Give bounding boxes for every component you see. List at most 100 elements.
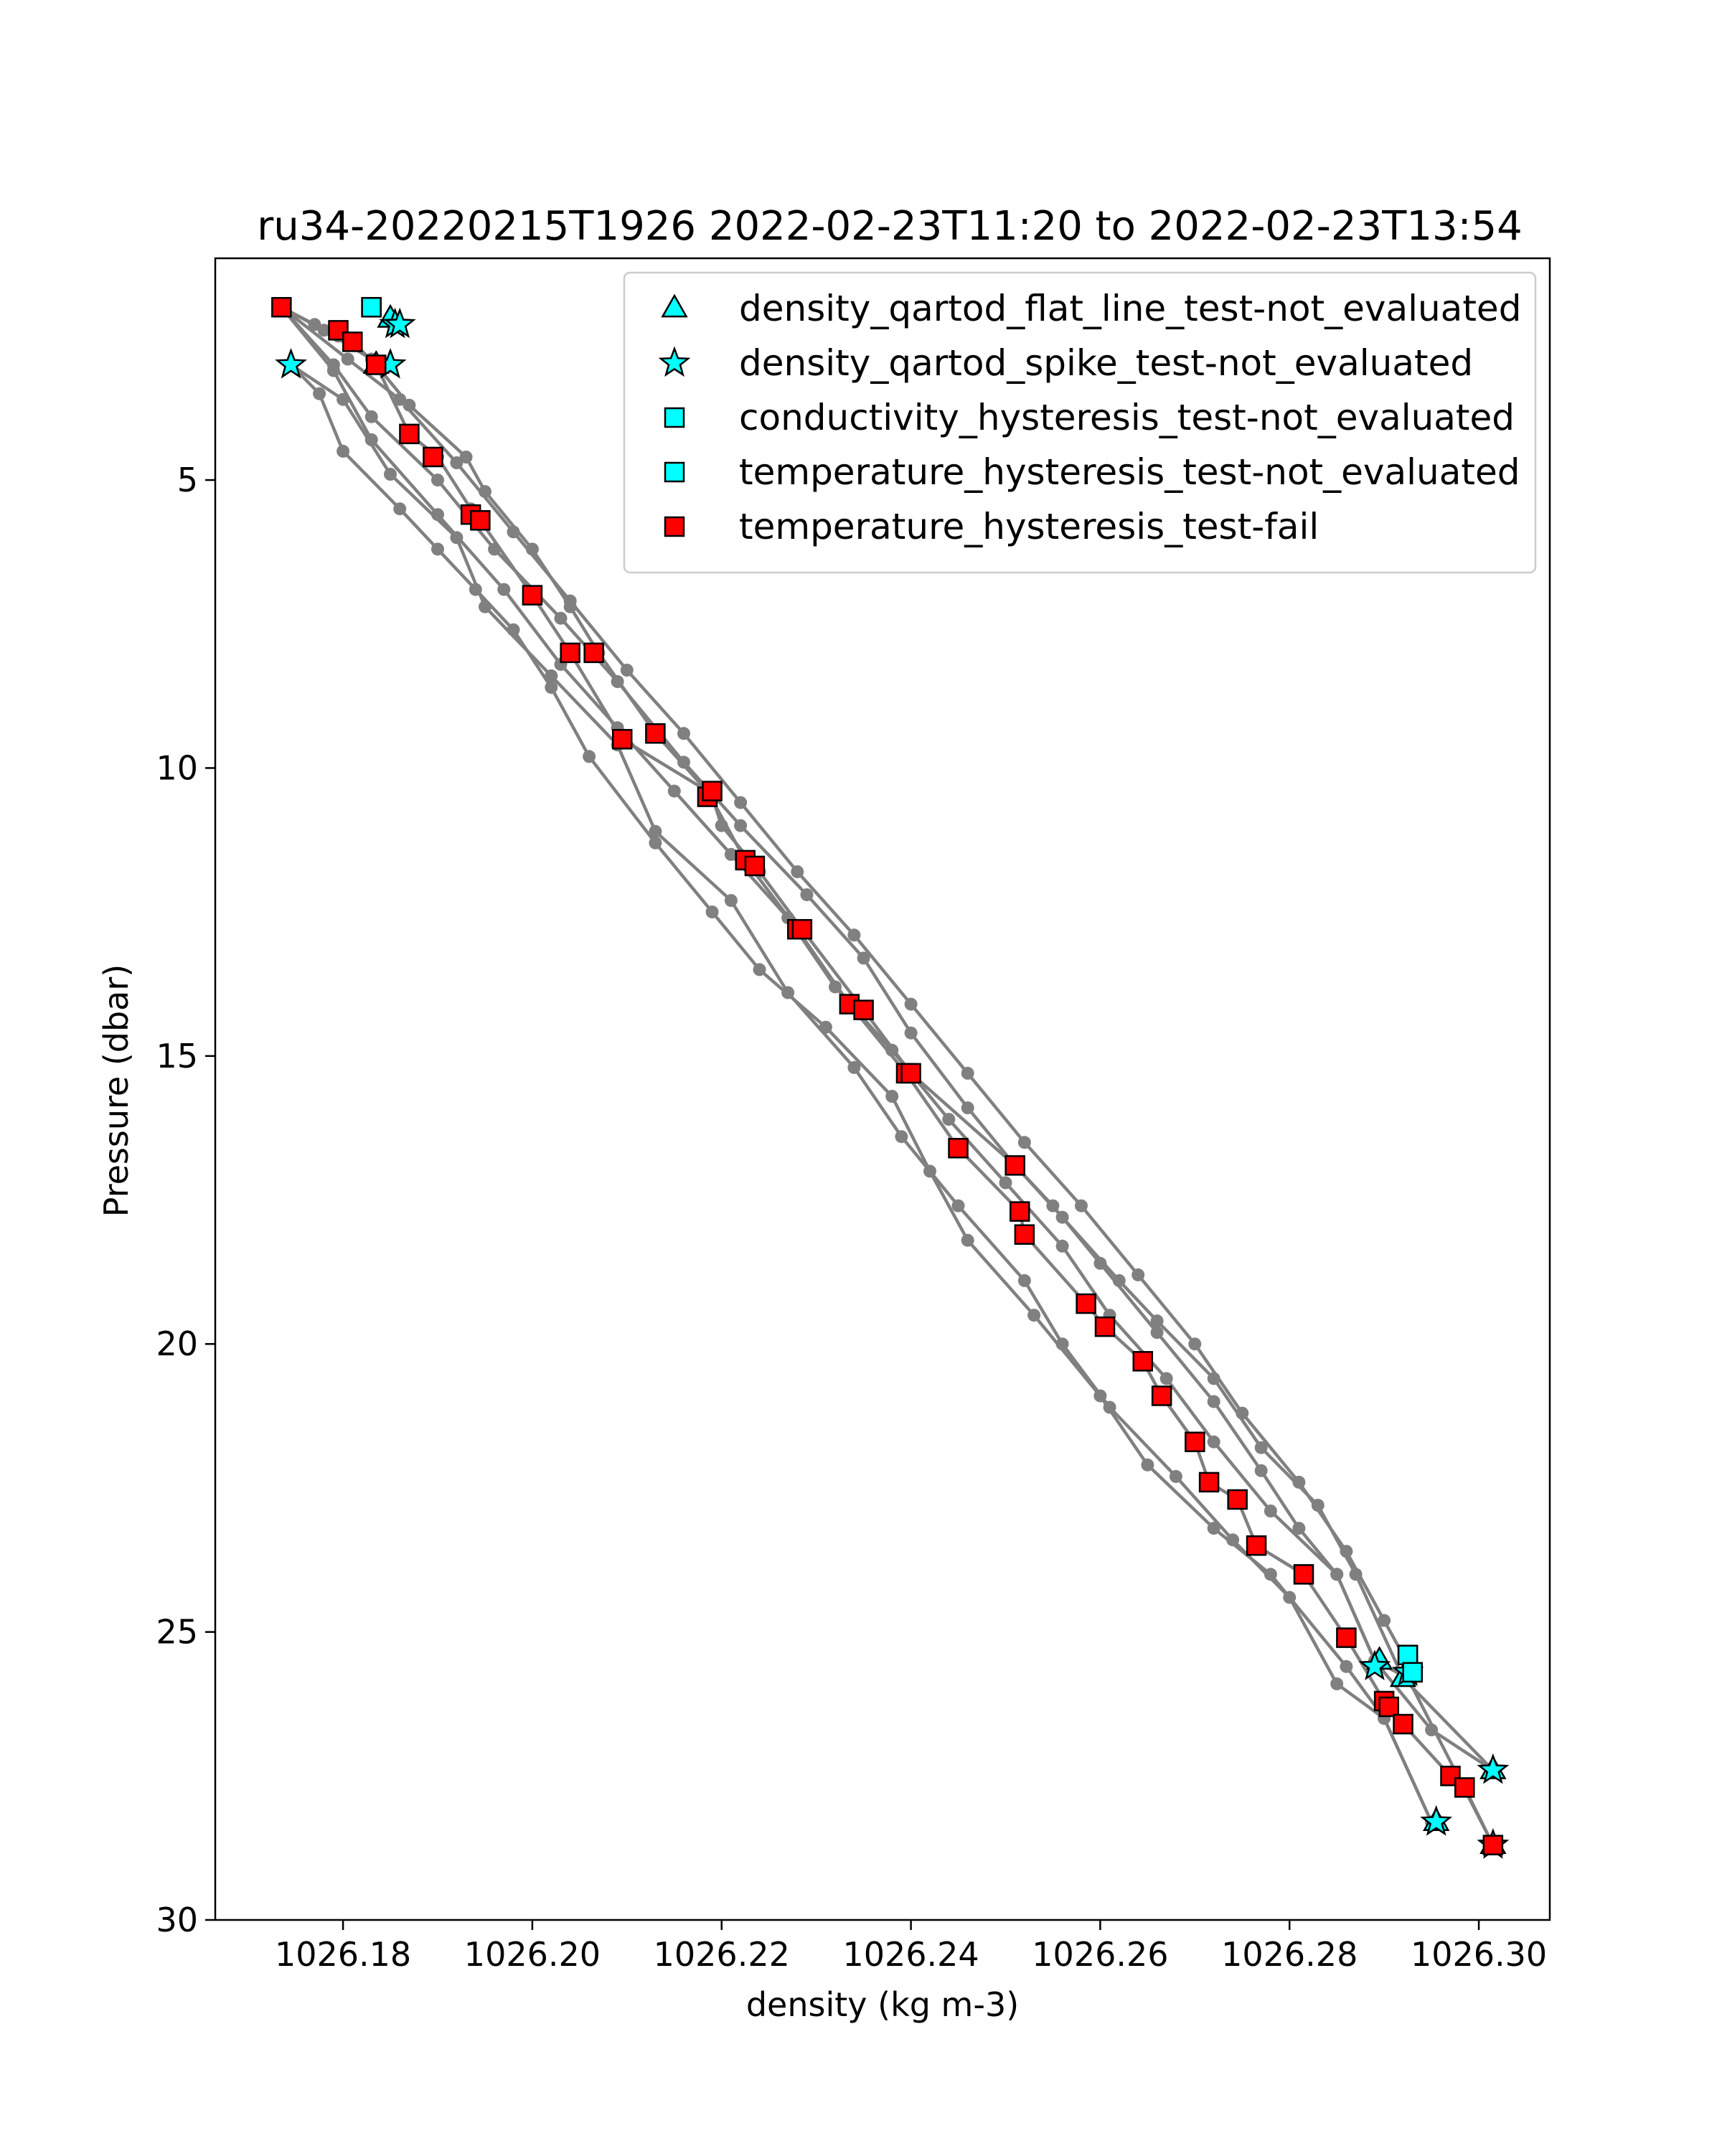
profile-point	[1055, 1239, 1069, 1253]
x-tick-label: 1026.28	[1221, 1935, 1358, 1974]
marker-square-5	[1393, 1713, 1413, 1735]
profile-point	[1292, 1475, 1306, 1489]
profile-point	[431, 542, 444, 556]
marker-square-5	[1094, 1316, 1116, 1337]
marker-square-5	[1076, 1293, 1096, 1314]
y-tick-label: 30	[156, 1901, 198, 1939]
y-axis: 5 10 15 20 25 30	[156, 461, 215, 1939]
profile-point	[1264, 1568, 1277, 1581]
profile-point	[1055, 1210, 1069, 1224]
profile-point	[715, 819, 728, 832]
chart-title: ru34-20220215T1926 2022-02-23T11:20 to 2…	[257, 203, 1522, 250]
x-tick-label: 1026.24	[842, 1935, 979, 1974]
profile-point	[1283, 1591, 1297, 1604]
marker-square-5	[366, 354, 387, 375]
profile-point	[1027, 1309, 1041, 1322]
marker-square-5	[1227, 1489, 1248, 1510]
marker-square-5	[791, 918, 813, 940]
profile-point	[1292, 1522, 1306, 1535]
profile-point	[677, 727, 690, 740]
marker-square-5	[1151, 1385, 1172, 1406]
marker-square-5	[271, 296, 292, 318]
profile-point	[1330, 1568, 1344, 1581]
plot-area-frame	[214, 257, 1551, 1921]
profile-point	[1264, 1505, 1277, 1517]
flag-markers	[271, 296, 1510, 1859]
profile-point	[734, 819, 748, 832]
marker-square-5	[1132, 1351, 1154, 1372]
profile-point	[753, 963, 766, 976]
profile-point	[393, 502, 407, 516]
legend-label-3: conductivity_hysteresis_test-not_evaluat…	[739, 397, 1515, 438]
marker-square-5	[1378, 1696, 1399, 1718]
profile-point	[847, 928, 861, 942]
marker-square-4	[1397, 1644, 1418, 1665]
profile-point	[497, 583, 511, 596]
profile-point	[999, 1176, 1012, 1190]
profile-point	[800, 888, 814, 902]
profile-point	[961, 1066, 974, 1080]
profile-point	[479, 600, 491, 613]
profile-point	[1150, 1326, 1164, 1340]
marker-square-5	[645, 723, 666, 744]
profile-point	[554, 611, 568, 625]
marker-square-5	[611, 729, 633, 750]
x-tick-label: 1026.18	[275, 1935, 411, 1974]
profile-point	[1254, 1441, 1268, 1454]
profile-point	[384, 468, 397, 481]
marker-square-5	[853, 999, 874, 1020]
profile-point	[951, 1199, 965, 1213]
profile-point	[1150, 1314, 1164, 1328]
profile-point	[791, 865, 804, 878]
marker-square-5	[1482, 1835, 1504, 1855]
profile-point	[1075, 1199, 1088, 1213]
profile-line-7	[290, 363, 1434, 1823]
legend-box	[623, 271, 1537, 574]
profile-point	[1378, 1614, 1391, 1627]
profile-point	[393, 392, 407, 406]
legend-marker-5	[664, 516, 685, 537]
profile-point	[1340, 1660, 1353, 1673]
profile-point	[431, 474, 444, 487]
marker-square-5	[1004, 1155, 1025, 1176]
profile-point	[1330, 1677, 1344, 1690]
profile-point	[1236, 1406, 1249, 1420]
profile-point	[341, 352, 354, 366]
profile-point	[1207, 1435, 1220, 1449]
marker-square-5	[522, 585, 543, 606]
profile-point	[1207, 1522, 1220, 1535]
profile-point	[1112, 1274, 1126, 1287]
profile-point	[1425, 1723, 1439, 1737]
legend-label-1: density_qartod_flat_line_test-not_evalua…	[739, 288, 1521, 329]
marker-square-5	[1454, 1777, 1475, 1798]
y-axis-label: Pressure (dbar)	[97, 964, 136, 1217]
marker-square-5	[1246, 1535, 1267, 1556]
profile-point	[649, 836, 662, 849]
profile-point	[961, 1101, 974, 1115]
legend-marker-3	[664, 407, 685, 428]
profile-point	[545, 681, 558, 695]
profile-point	[450, 456, 464, 469]
profile-point	[620, 664, 634, 677]
profile-point	[583, 750, 596, 763]
profile-point	[904, 997, 918, 1011]
profile-point	[857, 951, 870, 965]
profile-point	[1188, 1337, 1202, 1351]
x-axis: 1026.18 1026.20 1026.22 1026.24 1026.26 1026.…	[275, 1920, 1547, 1974]
marker-square-5	[560, 642, 580, 664]
y-tick-label: 20	[156, 1324, 198, 1363]
profile-point	[317, 324, 331, 337]
profile-point	[337, 444, 350, 458]
legend-label-2: density_qartod_spike_test-not_evaluated	[739, 342, 1473, 384]
profile-point	[1017, 1274, 1031, 1287]
profile-point	[942, 1113, 956, 1126]
marker-square-5	[342, 331, 363, 352]
profile-point	[667, 784, 681, 798]
marker-square-5	[1336, 1627, 1357, 1648]
marker-square-5	[1014, 1224, 1035, 1245]
profile-point	[450, 531, 464, 545]
profile-line-5	[280, 306, 1414, 1673]
marker-square-5	[744, 855, 766, 877]
marker-square-4	[1402, 1662, 1423, 1683]
